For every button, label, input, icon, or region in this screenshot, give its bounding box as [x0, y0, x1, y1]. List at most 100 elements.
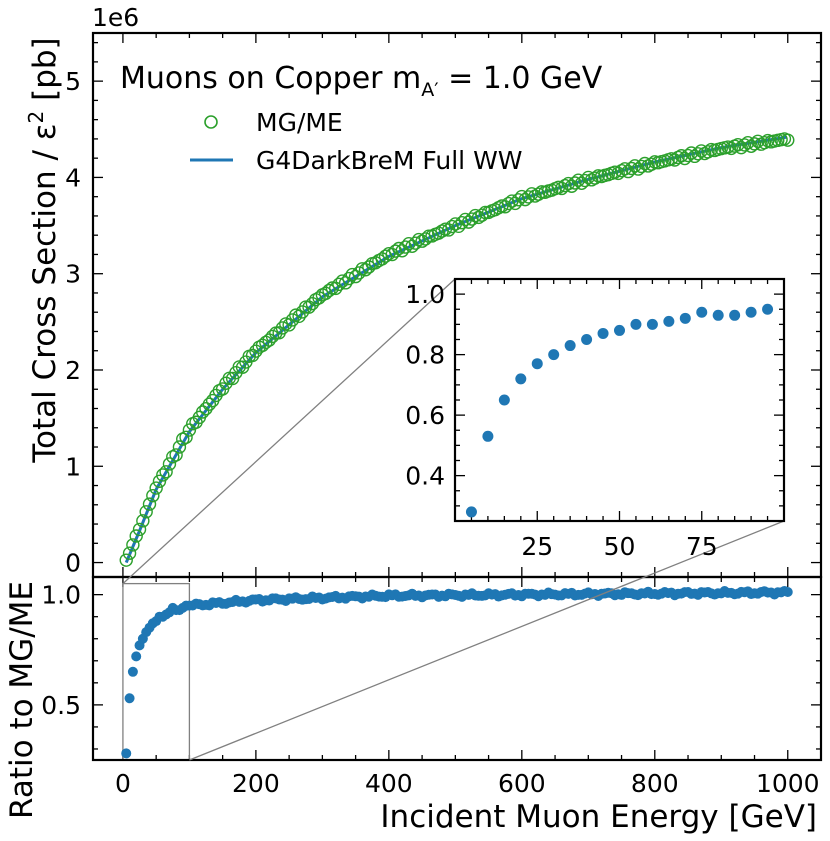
mgme-point — [571, 173, 586, 187]
inset-point — [498, 394, 510, 406]
mgme-point — [694, 144, 709, 158]
mgme-point — [182, 423, 197, 437]
mgme-point — [691, 147, 705, 161]
inset-point — [729, 309, 741, 321]
inset-xtick-label: 50 — [604, 532, 636, 561]
inset-xtick-label: 75 — [686, 532, 718, 561]
inset-point — [482, 430, 494, 442]
mgme-point — [741, 135, 755, 150]
mgme-point — [681, 148, 695, 163]
x-axis-label: Incident Muon Energy [GeV] — [380, 799, 817, 835]
mgme-point — [338, 276, 353, 290]
ratio-ytick-label: 1.0 — [41, 581, 81, 610]
mgme-point — [199, 401, 213, 416]
ratio-frame — [91, 575, 823, 762]
mgme-point — [511, 193, 526, 207]
mgme-point — [169, 448, 183, 462]
main-ytick-label: 3 — [65, 260, 81, 289]
mgme-point — [734, 140, 748, 155]
mgme-point — [126, 538, 140, 552]
mgme-point — [195, 405, 210, 419]
mgme-point — [245, 348, 260, 363]
mgme-point — [348, 269, 363, 284]
ratio-ytick-label: 0.5 — [41, 691, 81, 720]
inset-point — [465, 506, 477, 518]
mgme-point — [624, 161, 639, 176]
mgme-point — [342, 271, 356, 286]
main-ytick-label: 1 — [65, 452, 81, 481]
mgme-point — [142, 497, 157, 511]
mgme-point — [521, 190, 536, 204]
mgme-point — [757, 135, 772, 150]
mgme-point — [588, 171, 602, 185]
axis-labels: Total Cross Section / ε2 [pb] Ratio to MG… — [4, 37, 817, 835]
mgme-point — [166, 450, 180, 464]
ratio-plot: 0.5 1.0 0 200 400 600 800 1000 — [41, 575, 823, 798]
inset-ytick-label: 0.6 — [405, 401, 445, 430]
legend-mgme-marker — [204, 115, 218, 129]
main-ytick-label: 5 — [65, 67, 81, 96]
mgme-point — [262, 333, 276, 347]
mgme-point — [352, 266, 366, 280]
connector-line — [189, 520, 785, 761]
mgme-point — [568, 176, 582, 190]
inset-point — [663, 315, 675, 327]
mgme-point — [744, 139, 758, 153]
mgme-point — [332, 277, 346, 292]
main-ylabel: Total Cross Section / ε2 [pb] — [24, 37, 63, 463]
mgme-point — [152, 474, 167, 488]
ratio-xtick-label: 200 — [232, 769, 280, 798]
mgme-point — [515, 189, 529, 204]
mgme-point — [644, 157, 659, 171]
mgme-point — [724, 141, 738, 156]
mgme-point — [432, 226, 446, 240]
mgme-point — [628, 159, 642, 173]
mgme-point — [731, 138, 745, 152]
mgme-point — [299, 300, 313, 314]
mgme-point — [322, 283, 336, 298]
inset-point — [581, 334, 593, 345]
title-suffix: = 1.0 GeV — [439, 61, 603, 96]
inset-point — [646, 318, 658, 330]
main-ylabel-superscript: 2 — [24, 111, 48, 124]
mgme-point — [611, 166, 625, 181]
mgme-point — [122, 546, 137, 560]
mgme-point — [781, 133, 795, 147]
mgme-point — [129, 529, 143, 543]
inset-point — [531, 358, 543, 370]
inset-point — [712, 309, 724, 321]
mgme-point — [751, 134, 765, 148]
mgme-point — [674, 149, 689, 163]
mgme-point — [638, 156, 652, 171]
mgme-point — [302, 300, 316, 314]
mgme-point — [578, 173, 592, 188]
legend-mgme-label: MG/ME — [256, 108, 343, 137]
mgme-point — [488, 202, 502, 217]
main-ylabel-unit: [pb] — [27, 37, 63, 110]
mgme-point — [555, 181, 569, 196]
inset-point — [696, 306, 708, 318]
inset-ytick-label: 0.8 — [405, 341, 445, 370]
zoom-connectors — [122, 278, 785, 761]
mgme-point — [558, 178, 572, 193]
main-y-multiplier: 1e6 — [92, 3, 139, 32]
mgme-point — [146, 488, 160, 503]
mgme-point — [684, 146, 699, 160]
ratio-ylabel: Ratio to MG/ME — [4, 581, 40, 819]
ratio-point — [127, 666, 138, 677]
mgme-point — [312, 291, 326, 305]
inset-point — [630, 318, 642, 330]
ratio-xtick-label: 1000 — [756, 769, 820, 798]
inset-xtick-label: 25 — [521, 532, 553, 561]
mgme-point — [634, 159, 649, 174]
mgme-point — [368, 256, 383, 270]
mgme-point — [701, 145, 715, 159]
mgme-point — [132, 522, 147, 537]
title-subscript: A′ — [421, 79, 438, 101]
mgme-point — [345, 267, 359, 282]
mgme-point — [531, 187, 546, 201]
inset-point — [762, 303, 774, 315]
mgme-point — [668, 153, 682, 167]
mgme-point — [265, 329, 280, 344]
